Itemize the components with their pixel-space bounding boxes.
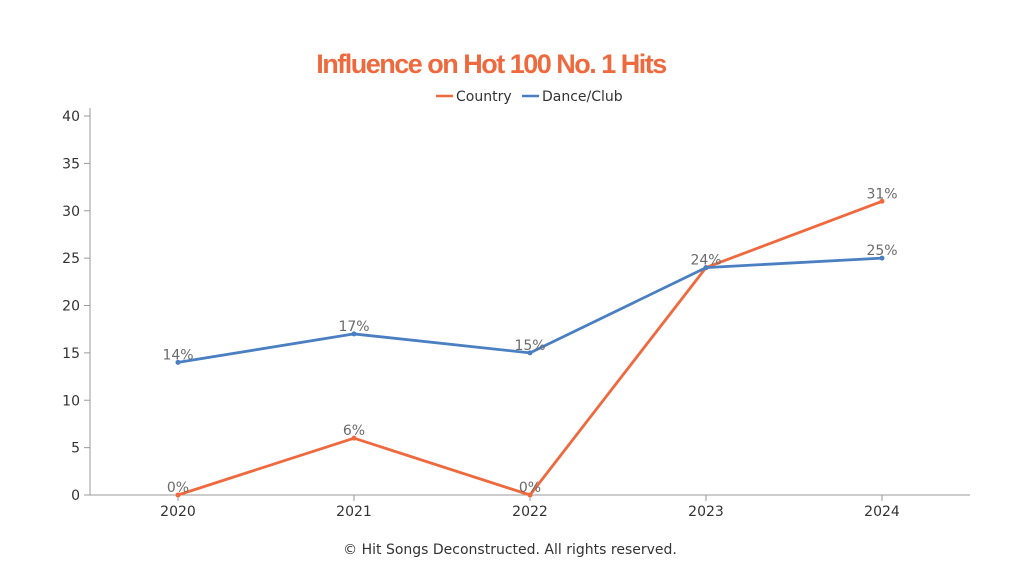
data-point[interactable] [703, 265, 709, 271]
data-point[interactable] [175, 492, 181, 498]
data-point[interactable] [527, 350, 533, 356]
legend: Country Dance/Club [436, 89, 623, 105]
data-point[interactable] [351, 331, 357, 337]
data-point[interactable] [175, 359, 181, 365]
y-tick-label: 15 [62, 346, 80, 362]
data-point[interactable] [351, 435, 357, 441]
x-tick-label: 2022 [512, 504, 548, 520]
axes [89, 108, 970, 496]
y-tick-label: 0 [71, 488, 80, 504]
data-label: 0% [519, 480, 541, 496]
y-tick-label: 25 [62, 251, 80, 267]
y-tick-label: 5 [71, 441, 80, 457]
y-tick-label: 10 [62, 393, 80, 409]
y-tick-label: 40 [62, 109, 80, 125]
legend-label: Country [456, 89, 512, 105]
data-label: 24% [690, 253, 721, 269]
x-tick-label: 2023 [688, 504, 724, 520]
chart-title: Influence on Hot 100 No. 1 Hits [316, 49, 666, 79]
data-label: 17% [338, 319, 369, 335]
legend-item-0[interactable]: Country [436, 89, 512, 105]
y-tick-label: 35 [62, 156, 80, 172]
data-label: 31% [866, 186, 897, 202]
data-point[interactable] [527, 492, 533, 498]
x-tick-label: 2021 [336, 504, 372, 520]
legend-label: Dance/Club [542, 89, 623, 105]
legend-item-1[interactable]: Dance/Club [522, 89, 623, 105]
x-tick-label: 2024 [864, 504, 900, 520]
series-lines [175, 198, 885, 498]
data-label: 0% [167, 480, 189, 496]
y-ticks: 0 5 10 15 20 25 30 35 40 [62, 109, 90, 504]
y-tick-label: 30 [62, 204, 80, 220]
copyright-footer: © Hit Songs Deconstructed. All rights re… [343, 542, 677, 558]
data-label: 14% [162, 347, 193, 363]
data-point[interactable] [879, 255, 885, 261]
data-label: 6% [343, 423, 365, 439]
data-label: 15% [514, 338, 545, 354]
data-point[interactable] [879, 198, 885, 204]
data-label: 25% [866, 243, 897, 259]
series-labels: 0% 6% 0% 24% 31% 14% 17% 15% 25% [162, 186, 897, 496]
y-tick-label: 20 [62, 299, 80, 315]
x-ticks: 2020 2021 2022 2023 2024 [160, 495, 900, 520]
x-tick-label: 2020 [160, 504, 196, 520]
